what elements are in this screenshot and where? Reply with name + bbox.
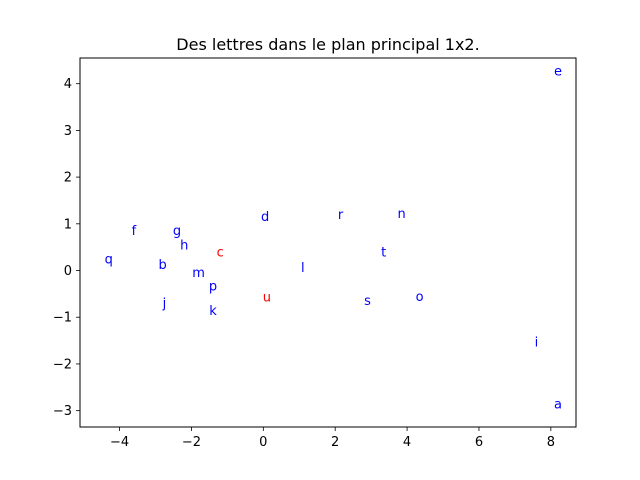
point-label-u: u [263, 291, 271, 306]
y-tick-label: 3 [64, 124, 72, 139]
point-label-j: j [162, 297, 167, 312]
chart-title: Des lettres dans le plan principal 1x2. [176, 35, 479, 54]
x-tick-label: 8 [547, 435, 555, 450]
point-label-f: f [132, 224, 137, 239]
point-label-h: h [180, 239, 188, 254]
y-tick-label: 0 [64, 264, 72, 279]
x-tick-label: −4 [110, 435, 129, 450]
y-tick-label: −1 [53, 311, 72, 326]
point-label-i: i [535, 335, 539, 350]
point-label-q: q [105, 252, 113, 267]
x-tick-label: 2 [331, 435, 339, 450]
point-label-d: d [261, 210, 269, 225]
y-tick-label: −3 [53, 404, 72, 419]
plot-area-frame [79, 57, 577, 428]
y-tick-label: −2 [53, 357, 72, 372]
x-tick-label: 4 [403, 435, 411, 450]
data-points: e r n d f gh c t q b l mp u o s j k i a [105, 65, 562, 413]
axis-ticks: −4 −2 0 2 4 6 8 −3 −2 −1 0 1 2 3 4 [53, 77, 555, 450]
point-label-a: a [554, 398, 562, 413]
y-tick-label: 1 [64, 217, 72, 232]
x-tick-label: 6 [475, 435, 483, 450]
y-tick-label: 2 [64, 171, 72, 186]
point-label-l: l [301, 261, 305, 276]
point-label-m: m [192, 266, 205, 281]
point-label-k: k [209, 304, 217, 319]
x-tick-label: 0 [259, 435, 267, 450]
point-label-p: p [209, 279, 217, 294]
point-label-g: g [173, 224, 181, 239]
point-label-n: n [398, 207, 406, 222]
point-label-c: c [217, 246, 224, 261]
point-label-r: r [338, 208, 344, 223]
point-label-t: t [381, 246, 386, 261]
point-label-o: o [416, 290, 424, 305]
x-tick-label: −2 [182, 435, 201, 450]
point-label-s: s [364, 294, 371, 309]
y-tick-label: 4 [64, 77, 72, 92]
point-label-b: b [159, 258, 167, 273]
point-label-e: e [554, 65, 562, 80]
